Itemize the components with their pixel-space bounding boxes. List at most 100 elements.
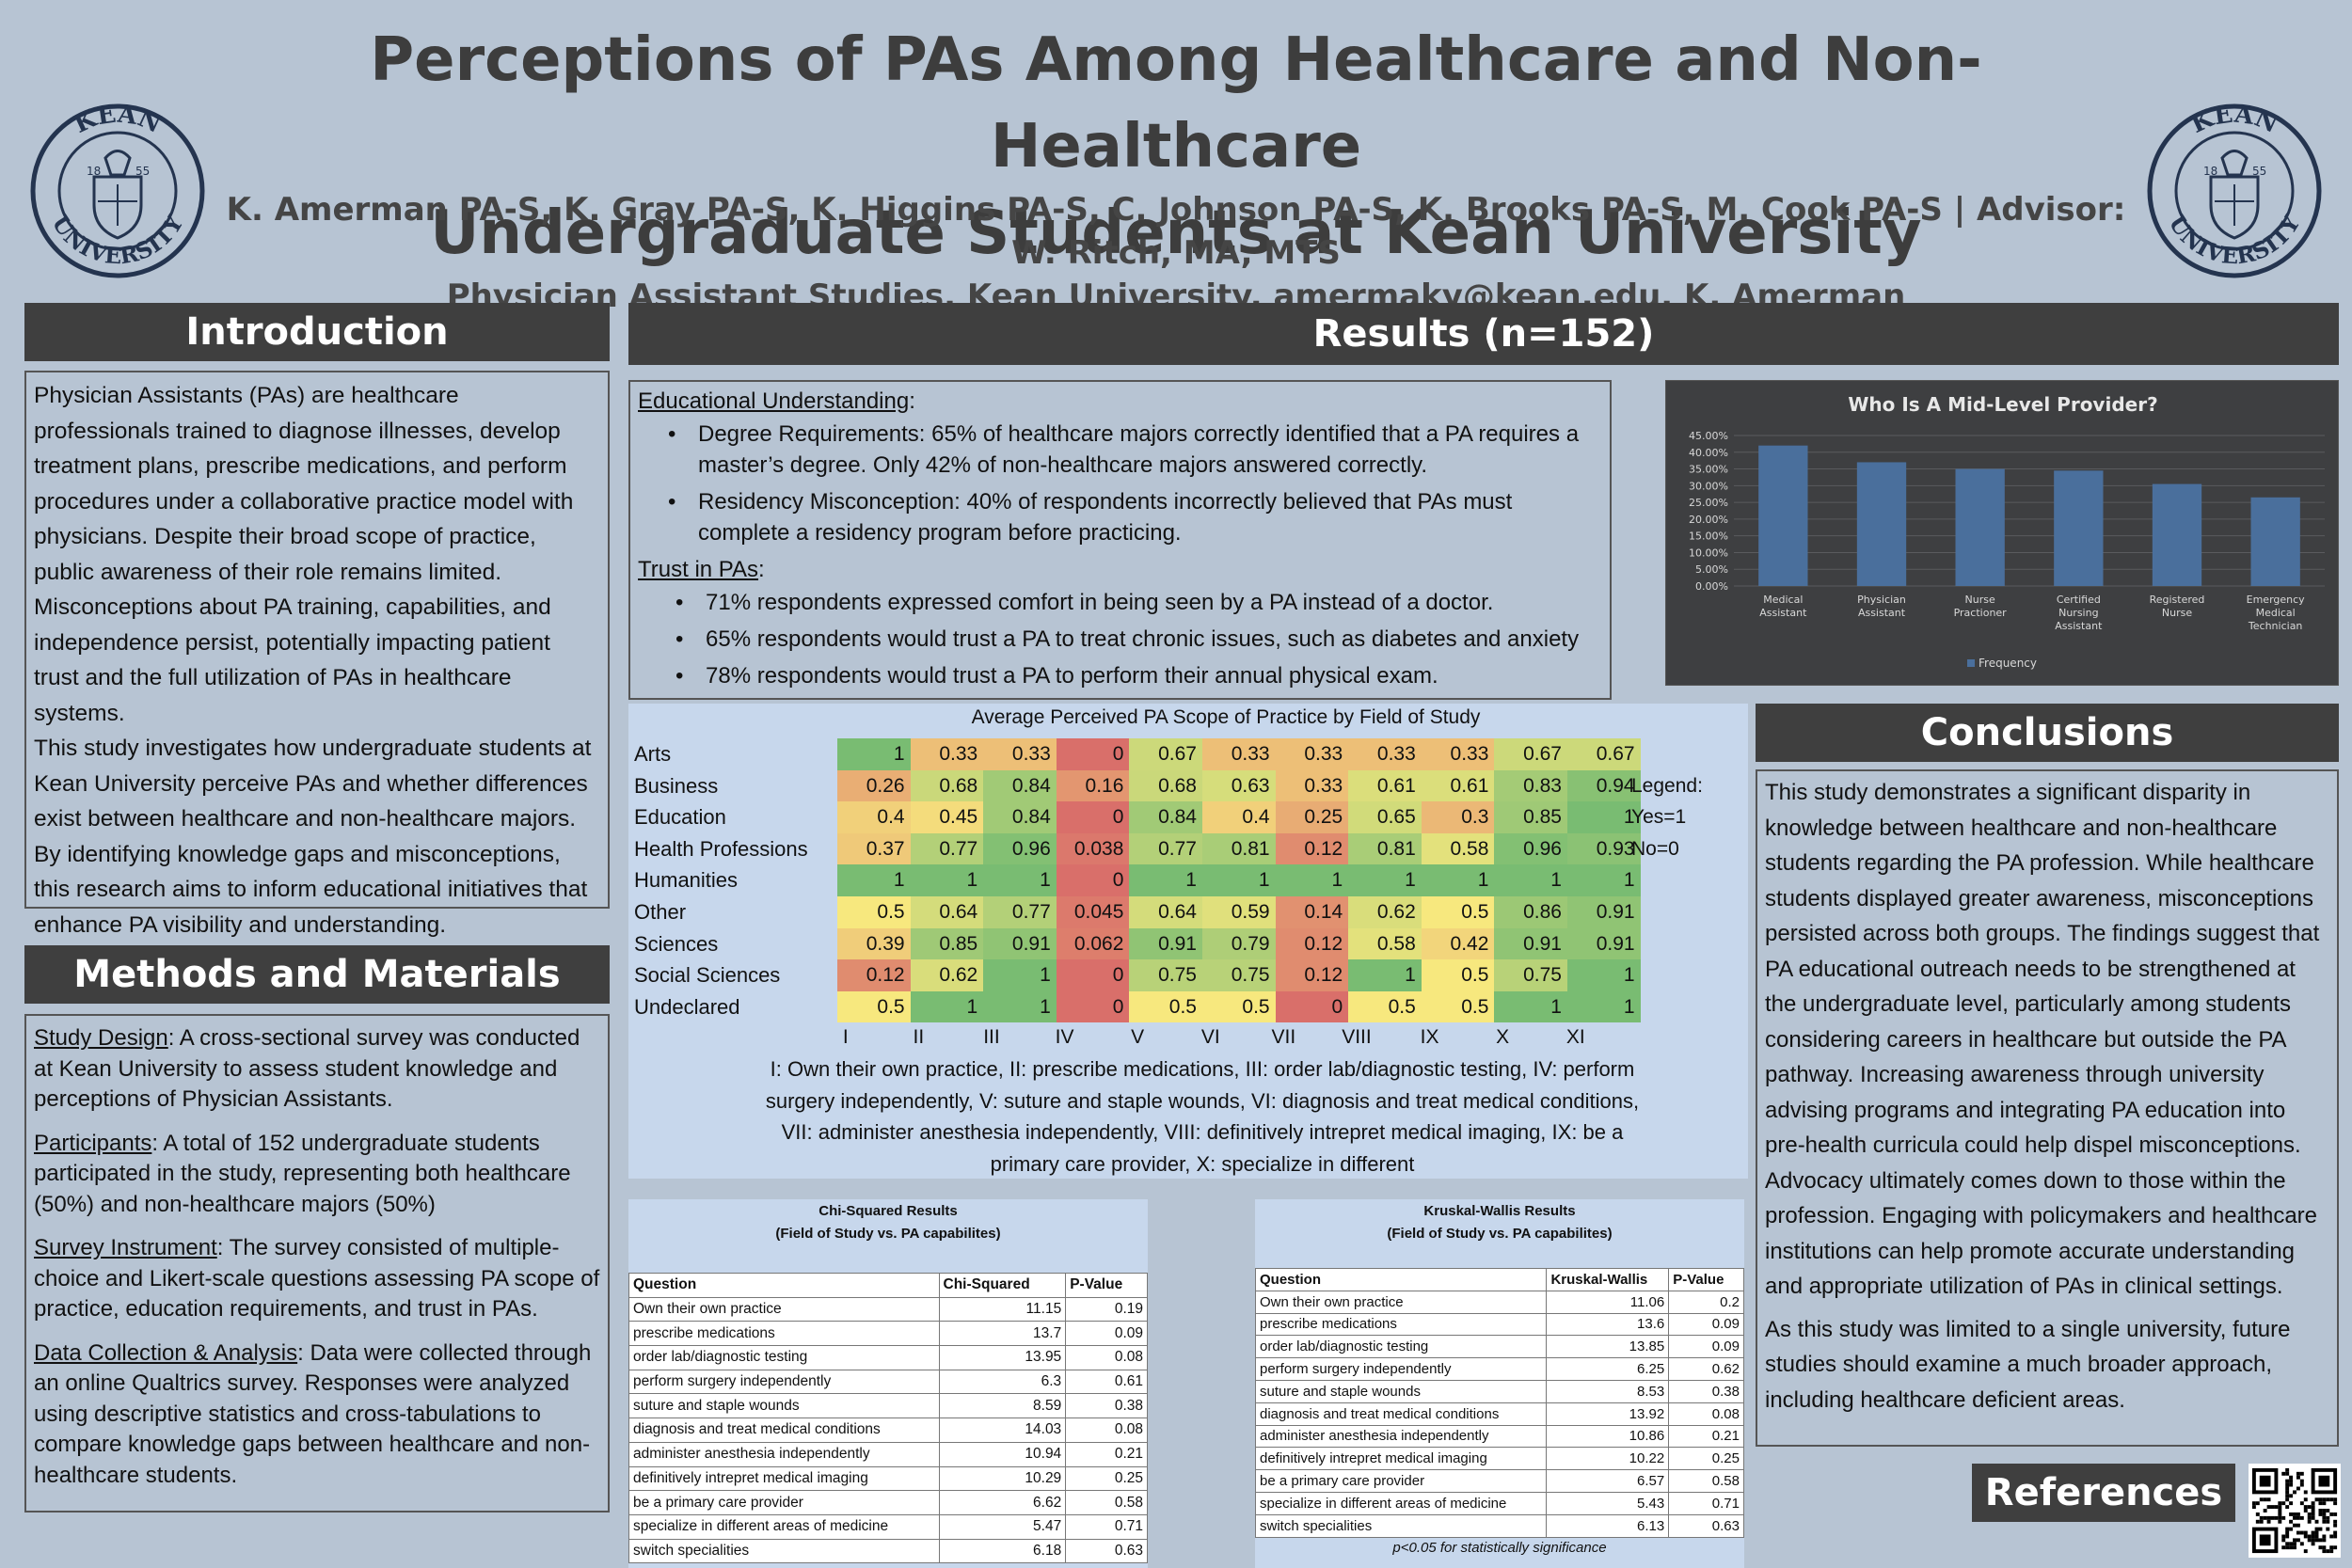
heatmap-cell: 0.91 [1129,927,1202,960]
question-cell: suture and staple wounds [628,1393,940,1419]
heatmap-cell: 0.5 [1421,990,1495,1023]
heatmap-row-label: Arts [634,742,672,766]
list-item: Degree Requirements: 65% of healthcare m… [664,419,1602,481]
column-header: P-Value [1065,1273,1148,1298]
y-tick-label: 0.00% [1695,580,1728,593]
value-cell: 0.08 [1668,1402,1744,1426]
title-line-1: Perceptions of PAs Among Healthcare and … [370,25,1982,182]
heatmap-cell: 0.038 [1056,832,1130,865]
heatmap-cell: 0.61 [1421,769,1495,802]
value-cell: 0.09 [1668,1335,1744,1359]
methods-item-label: Study Design [34,1025,168,1051]
heatmap-row-label: Business [634,773,719,798]
bar [1856,462,1907,586]
heatmap-cell: 0.16 [1056,769,1130,802]
heatmap-cell: 1 [1202,864,1276,896]
y-tick-label: 25.00% [1689,497,1728,509]
heatmap-cell: 0.86 [1494,896,1567,928]
heatmap-cell: 0.5 [1421,896,1495,928]
mid-level-provider-chart: Who Is A Mid-Level Provider? 0.00% 5.00% 10… [1665,380,2339,686]
question-cell: switch specialities [1254,1513,1548,1538]
heatmap-cell: 0.84 [1129,801,1202,833]
table-row: perform surgery independently 6.25 0.62 [1254,1357,1744,1381]
table-row: be a primary care provider 6.57 0.58 [1254,1469,1744,1493]
table-row: suture and staple wounds 8.53 0.38 [1254,1379,1744,1403]
heatmap-cell: 0 [1056,990,1130,1023]
introduction-box: Physician Assistants (PAs) are healthcar… [24,371,610,938]
list-item: 71% respondents expressed comfort in bei… [672,587,1602,618]
legend-swatch [1967,659,1975,667]
heatmap-cell: 1 [1421,864,1495,896]
chi-squared-grid: Question Chi-Squared P-Value Own their o… [628,1273,1148,1564]
value-cell: 0.61 [1065,1369,1148,1395]
heatmap-column-label: II [913,1026,925,1049]
kruskal-wallis-subtitle: (Field of Study vs. PA capabilites) [1387,1226,1613,1242]
value-cell: 11.06 [1546,1290,1670,1314]
heatmap-cell: 0.62 [1348,896,1422,928]
heatmap-cell: 0.77 [983,896,1057,928]
heatmap-cell: 1 [910,990,984,1023]
question-cell: Own their own practice [628,1296,940,1323]
list-item: 65% respondents would trust a PA to trea… [672,624,1602,655]
qr-code-icon[interactable] [2249,1464,2341,1558]
heatmap-column-label: VI [1200,1026,1220,1049]
heatmap-cell: 0.93 [1567,832,1641,865]
value-cell: 13.95 [938,1345,1067,1370]
heatmap-legend-item: No=0 [1631,837,1679,860]
heatmap-cell: 1 [1129,864,1202,896]
conclusions-paragraph-2: As this study was limited to a single un… [1765,1316,2291,1413]
heatmap-cell: 0 [1056,801,1130,833]
value-cell: 0.63 [1668,1513,1744,1538]
heatmap-row-label: Undeclared [634,994,740,1019]
table-row: diagnosis and treat medical conditions 14… [628,1418,1148,1443]
heatmap-cell: 0.59 [1202,896,1276,928]
heatmap-cell: 0 [1275,990,1349,1023]
value-cell: 0.58 [1065,1490,1148,1515]
heatmap-cell: 0.64 [1129,896,1202,928]
svg-text:18: 18 [2203,165,2217,178]
question-cell: definitively intrepret medical imaging [1254,1447,1548,1471]
question-cell: administer anesthesia independently [1254,1424,1548,1449]
table-row: prescribe medications 13.7 0.09 [628,1321,1148,1347]
heatmap-cell: 0.68 [1129,769,1202,802]
bar [2054,470,2104,586]
heatmap-cell: 0.5 [837,990,911,1023]
heatmap-cell: 0.58 [1348,927,1422,960]
significance-note: p<0.05 for statistically significance [1392,1540,1607,1556]
heatmap-cell: 0.65 [1348,801,1422,833]
methods-box: Study Design: A cross-sectional survey w… [24,1014,610,1513]
poster-header: KEAN UNIVERSITY 18 55 KEAN UNIVERSITY 18… [0,0,2352,315]
heatmap-cell: 0.33 [1275,738,1349,770]
methods-item: Survey Instrument: The survey consisted … [34,1233,600,1325]
question-cell: prescribe medications [1254,1312,1548,1337]
kean-university-seal-right: KEAN UNIVERSITY 18 55 [2147,102,2322,278]
heatmap-cell: 0.4 [1202,801,1276,833]
kean-university-seal-left: KEAN UNIVERSITY 18 55 [30,102,205,278]
value-cell: 0.21 [1065,1441,1148,1467]
x-tick-label: Medical Assistant [1759,594,1807,619]
heatmap-cell: 0.33 [1202,738,1276,770]
value-cell: 6.18 [938,1538,1067,1564]
references-heading[interactable]: References [1972,1464,2235,1522]
legend-label: Frequency [1979,657,2037,670]
value-cell: 0.38 [1668,1379,1744,1403]
introduction-paragraph-2: This study investigates how undergraduat… [34,736,592,938]
question-cell: diagnosis and treat medical conditions [1254,1402,1548,1426]
heatmap-cell: 0 [1056,738,1130,770]
bar [1758,445,1808,586]
heatmap-cell: 0.81 [1348,832,1422,865]
results-summary-box: Educational Understanding: Degree Requir… [628,380,1612,700]
value-cell: 0.2 [1668,1290,1744,1314]
heatmap-cell: 0.96 [1494,832,1567,865]
question-cell: Own their own practice [1254,1290,1548,1314]
heatmap-cell: 0.75 [1202,959,1276,991]
list-item: 78% respondents would trust a PA to perf… [672,660,1602,691]
heatmap-cell: 0.12 [1275,959,1349,991]
trust-list: 71% respondents expressed comfort in bei… [672,587,1602,691]
heatmap-cell: 0.67 [1494,738,1567,770]
svg-text:55: 55 [2252,165,2266,178]
heatmap-cell: 0.91 [1494,927,1567,960]
heatmap-cell: 0.33 [1421,738,1495,770]
heatmap-cell: 0.12 [1275,927,1349,960]
y-tick-label: 45.00% [1689,430,1728,442]
